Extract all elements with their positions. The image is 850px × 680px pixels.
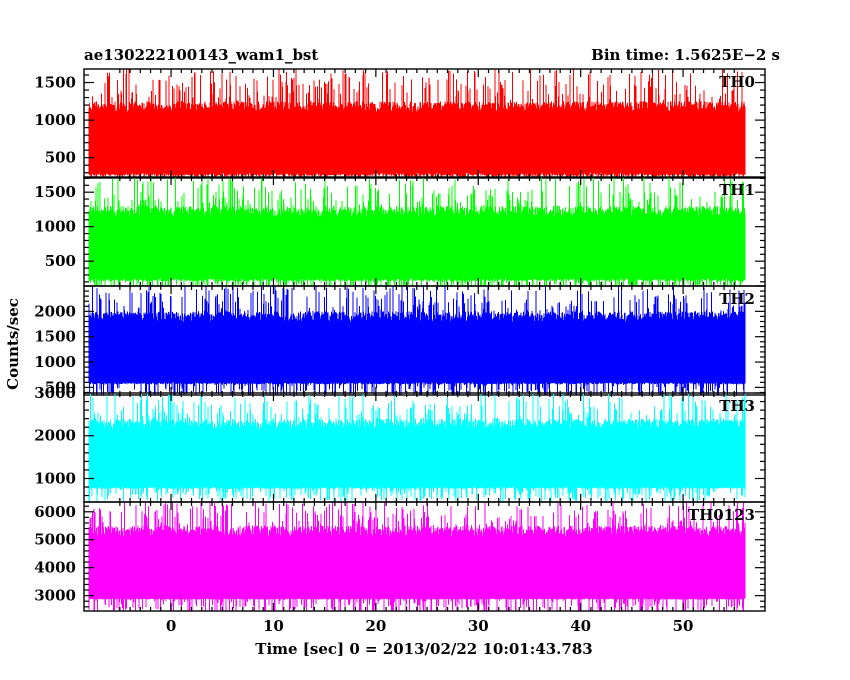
panel-th2: 500 1000 1500 2000 TH2 [34, 285, 766, 396]
bin-time-label: Bin time: 1.5625E−2 s [591, 46, 780, 64]
y-tick-label: 6000 [34, 503, 76, 521]
y-tick-label: 500 [45, 378, 76, 396]
series-th0123 [88, 502, 746, 611]
y-tick-label: 1000 [34, 218, 76, 236]
series-th2 [88, 286, 746, 395]
series-th1 [88, 177, 746, 286]
panel-name-label: TH0 [719, 73, 755, 91]
y-tick-label: 3000 [34, 384, 76, 402]
y-tick-label: 1500 [34, 328, 76, 346]
y-axis-label: Counts/sec [4, 298, 22, 390]
panel-frame [83, 68, 766, 179]
y-tick-label: 2000 [34, 427, 76, 445]
panel-name-label: TH1 [719, 181, 755, 199]
panel-name-label: TH3 [719, 397, 755, 415]
y-tick-label: 500 [45, 252, 76, 270]
x-tick-label: 0 [166, 617, 176, 635]
y-tick-label: 4000 [34, 559, 76, 577]
y-tick-label: 3000 [34, 587, 76, 605]
x-tick-label: 50 [673, 617, 694, 635]
y-tick-label: 1500 [34, 74, 76, 92]
series-th0 [88, 69, 746, 178]
file-label: ae130222100143_wam1_bst [84, 46, 318, 64]
x-tick-label: 40 [570, 617, 591, 635]
y-tick-label: 2000 [34, 302, 76, 320]
panel-name-label: TH0123 [688, 506, 755, 524]
panel-th1: 500 1000 1500 TH1 [34, 176, 766, 287]
y-tick-label: 1000 [34, 469, 76, 487]
panel-th0: 500 1000 1500 TH0 [34, 68, 766, 179]
x-tick-label: 20 [365, 617, 386, 635]
y-tick-label: 1500 [34, 183, 76, 201]
panel-name-label: TH2 [719, 290, 755, 308]
panel-th0123: 3000 4000 5000 6000 TH0123 [34, 501, 766, 612]
y-tick-label: 1000 [34, 111, 76, 129]
y-tick-label: 5000 [34, 531, 76, 549]
x-tick-label: 10 [263, 617, 284, 635]
x-axis-label: Time [sec] 0 = 2013/02/22 10:01:43.783 [255, 640, 592, 658]
x-tick-label: 30 [468, 617, 489, 635]
panel-th3: 1000 2000 3000 TH3 [34, 384, 766, 503]
panel-frame [83, 285, 766, 396]
y-tick-label: 1000 [34, 353, 76, 371]
series-th3 [88, 393, 746, 502]
y-tick-label: 500 [45, 149, 76, 167]
